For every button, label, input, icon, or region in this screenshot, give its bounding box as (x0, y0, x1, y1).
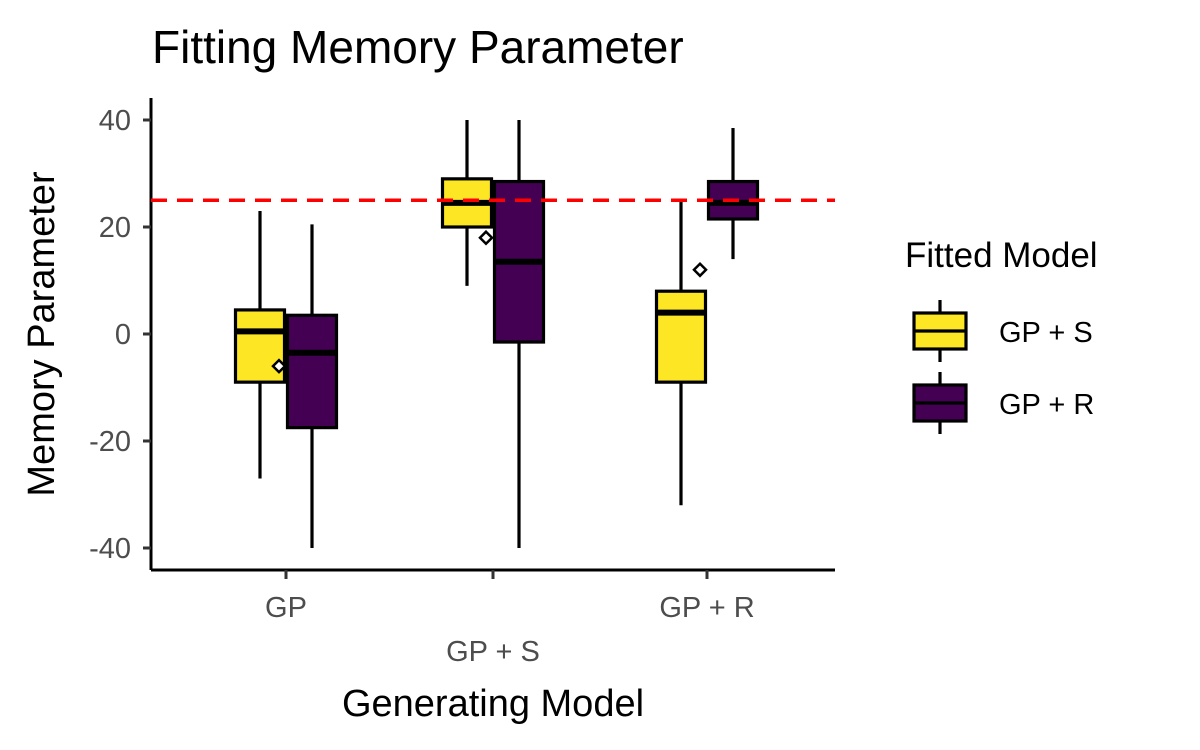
legend-item-gpr: GP + R (912, 372, 1094, 434)
x-tick-label: GP (265, 592, 307, 624)
box-gps-gps (440, 120, 494, 286)
mean-marker (271, 358, 287, 374)
mean-marker (692, 262, 708, 278)
chart-title: Fitting Memory Parameter (152, 21, 684, 73)
legend-label: GP + R (999, 389, 1094, 421)
y-axis-title: Memory Parameter (21, 171, 63, 497)
box-iqr (285, 313, 339, 430)
box-iqr (654, 289, 708, 384)
box-gps-gp (233, 210, 287, 479)
x-tick-label: GP + R (659, 592, 754, 624)
y-tick-label: 20 (99, 212, 131, 244)
y-tick-label: 0 (115, 319, 131, 351)
legend-label: GP + S (999, 317, 1093, 349)
box-gpr-gpr (706, 128, 760, 260)
legend: Fitted Model GP + S GP + R (905, 236, 1098, 434)
y-tick-label: 40 (99, 105, 131, 137)
box-gpr-gps (492, 120, 546, 548)
x-tick-label: GP + S (446, 636, 540, 668)
legend-title: Fitted Model (905, 236, 1098, 275)
box-gps-gpr (654, 200, 708, 506)
y-tick-label: -20 (89, 426, 131, 458)
legend-item-gps: GP + S (912, 300, 1093, 362)
box-gpr-gp (285, 224, 339, 548)
mean-marker (478, 229, 494, 246)
y-tick-label: -40 (89, 533, 131, 565)
x-axis-title: Generating Model (342, 683, 644, 725)
plot-area: -40 -20 0 20 40 GP GP + S GP + R (89, 98, 835, 668)
